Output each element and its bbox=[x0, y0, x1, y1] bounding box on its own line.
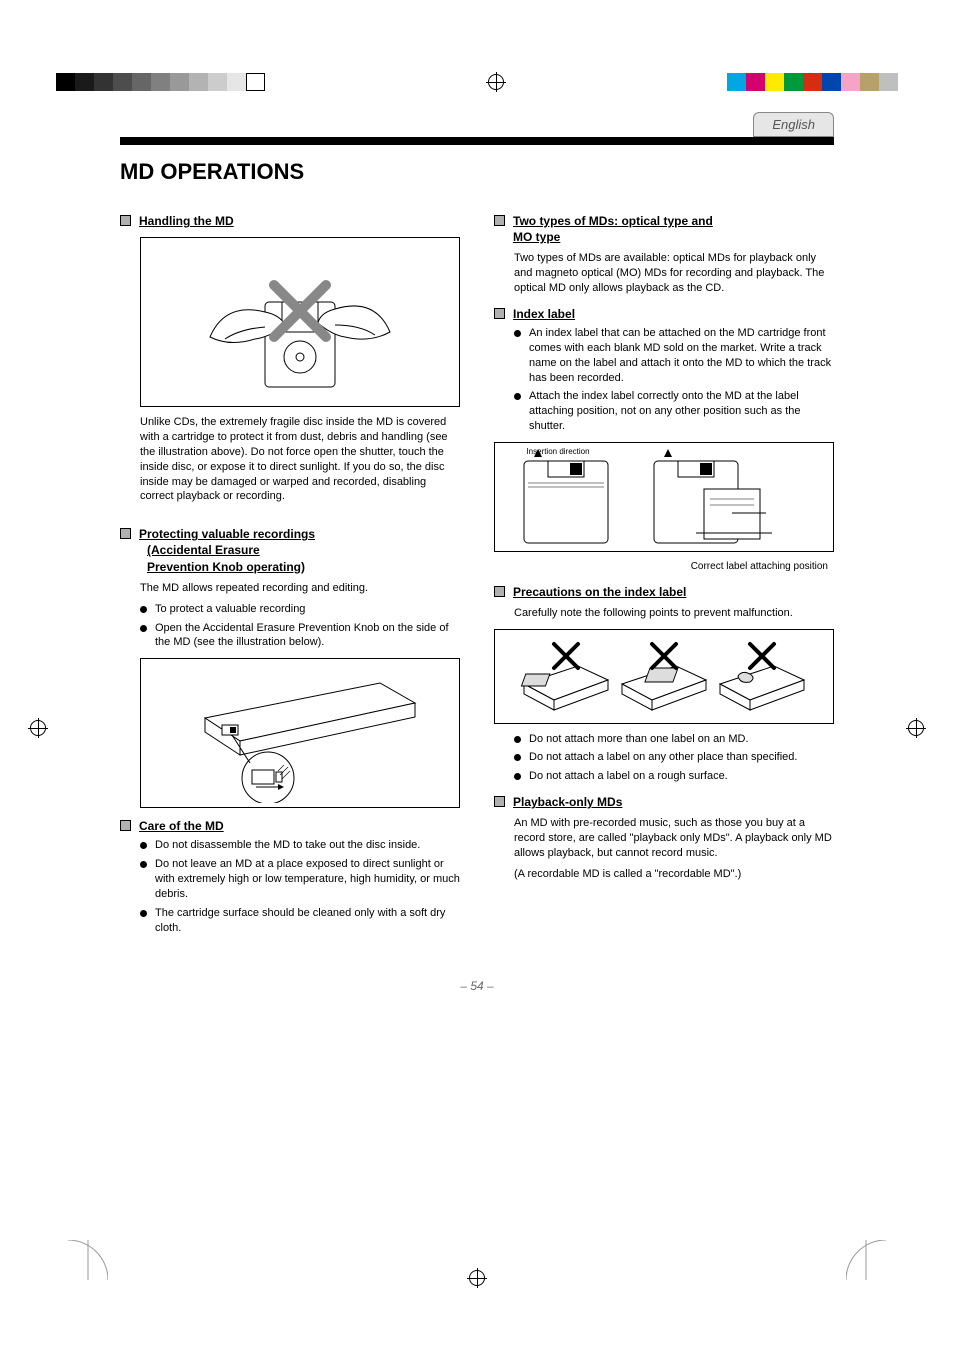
heading-protect-l2: (Accidental Erasure bbox=[147, 542, 315, 558]
bullet-prec-2: Do not attach a label on any other place… bbox=[529, 750, 834, 765]
bullet-prec-3: Do not attach a label on a rough surface… bbox=[529, 769, 834, 784]
heading-care: Care of the MD bbox=[139, 818, 224, 834]
bullet-dot-icon bbox=[140, 910, 147, 917]
bullet-dot-icon bbox=[514, 754, 521, 761]
bullet-dot-icon bbox=[140, 861, 147, 868]
figure-write-protect bbox=[140, 658, 460, 808]
heading-types-l2: MO type bbox=[513, 229, 713, 245]
heading-types-l1: Two types of MDs: optical type and bbox=[513, 213, 713, 229]
square-bullet-icon bbox=[120, 215, 131, 226]
bullet-dot-icon bbox=[514, 773, 521, 780]
square-bullet-icon bbox=[494, 586, 505, 597]
square-bullet-icon bbox=[494, 796, 505, 807]
section-title: MD OPERATIONS bbox=[120, 159, 834, 185]
crop-mark-bl bbox=[68, 1240, 108, 1280]
language-tab: English bbox=[753, 112, 834, 137]
bullet-care-2: Do not leave an MD at a place exposed to… bbox=[155, 857, 460, 902]
heading-protect-l3: Prevention Knob operating) bbox=[147, 559, 315, 575]
right-column: Two types of MDs: optical type and MO ty… bbox=[494, 203, 834, 939]
label-insertion-dir: Insertion direction bbox=[526, 447, 589, 456]
figure-open-shutter bbox=[140, 237, 460, 407]
bullet-care-1: Do not disassemble the MD to take out th… bbox=[155, 838, 460, 853]
para-playback-2: (A recordable MD is called a "recordable… bbox=[514, 867, 834, 882]
square-bullet-icon bbox=[120, 528, 131, 539]
registration-mark-bottom bbox=[469, 1270, 485, 1286]
registration-mark-left bbox=[30, 720, 46, 736]
para-handling: Unlike CDs, the extremely fragile disc i… bbox=[140, 415, 460, 504]
bullet-protect-1: To protect a valuable recording bbox=[155, 602, 460, 617]
heading-precautions: Precautions on the index label bbox=[513, 584, 686, 600]
grayscale-step-wedge bbox=[56, 73, 265, 91]
bullet-dot-icon bbox=[140, 606, 147, 613]
bullet-index-1: An index label that can be attached on t… bbox=[529, 326, 834, 385]
heading-index-label: Index label bbox=[513, 306, 575, 322]
registration-mark-right bbox=[908, 720, 924, 736]
heading-playback-only: Playback-only MDs bbox=[513, 794, 622, 810]
para-playback-1: An MD with pre-recorded music, such as t… bbox=[514, 816, 834, 861]
figure-label-position: Insertion direction bbox=[494, 442, 834, 552]
square-bullet-icon bbox=[120, 820, 131, 831]
left-column: Handling the MD bbox=[120, 203, 460, 939]
registration-mark-top bbox=[488, 74, 504, 90]
para-types: Two types of MDs are available: optical … bbox=[514, 251, 834, 296]
page-number: – 54 – bbox=[120, 979, 834, 993]
para-precautions: Carefully note the following points to p… bbox=[514, 606, 834, 621]
bullet-dot-icon bbox=[514, 736, 521, 743]
bullet-dot-icon bbox=[140, 625, 147, 632]
caption-correct-position: Correct label attaching position bbox=[494, 560, 834, 574]
bullet-care-3: The cartridge surface should be cleaned … bbox=[155, 906, 460, 936]
square-bullet-icon bbox=[494, 308, 505, 319]
heading-protect-l1: Protecting valuable recordings bbox=[139, 526, 315, 542]
bullet-index-2: Attach the index label correctly onto th… bbox=[529, 389, 834, 434]
color-step-wedge bbox=[727, 73, 898, 91]
heading-handling: Handling the MD bbox=[139, 213, 234, 229]
section-rule bbox=[120, 137, 834, 145]
square-bullet-icon bbox=[494, 215, 505, 226]
bullet-dot-icon bbox=[514, 393, 521, 400]
bullet-prec-1: Do not attach more than one label on an … bbox=[529, 732, 834, 747]
figure-wrong-labels bbox=[494, 629, 834, 724]
print-registration-bars bbox=[56, 70, 898, 94]
bullet-protect-2: Open the Accidental Erasure Prevention K… bbox=[155, 621, 460, 651]
para-protect-intro: The MD allows repeated recording and edi… bbox=[140, 581, 460, 596]
bullet-dot-icon bbox=[514, 330, 521, 337]
bullet-dot-icon bbox=[140, 842, 147, 849]
crop-mark-br bbox=[846, 1240, 886, 1280]
